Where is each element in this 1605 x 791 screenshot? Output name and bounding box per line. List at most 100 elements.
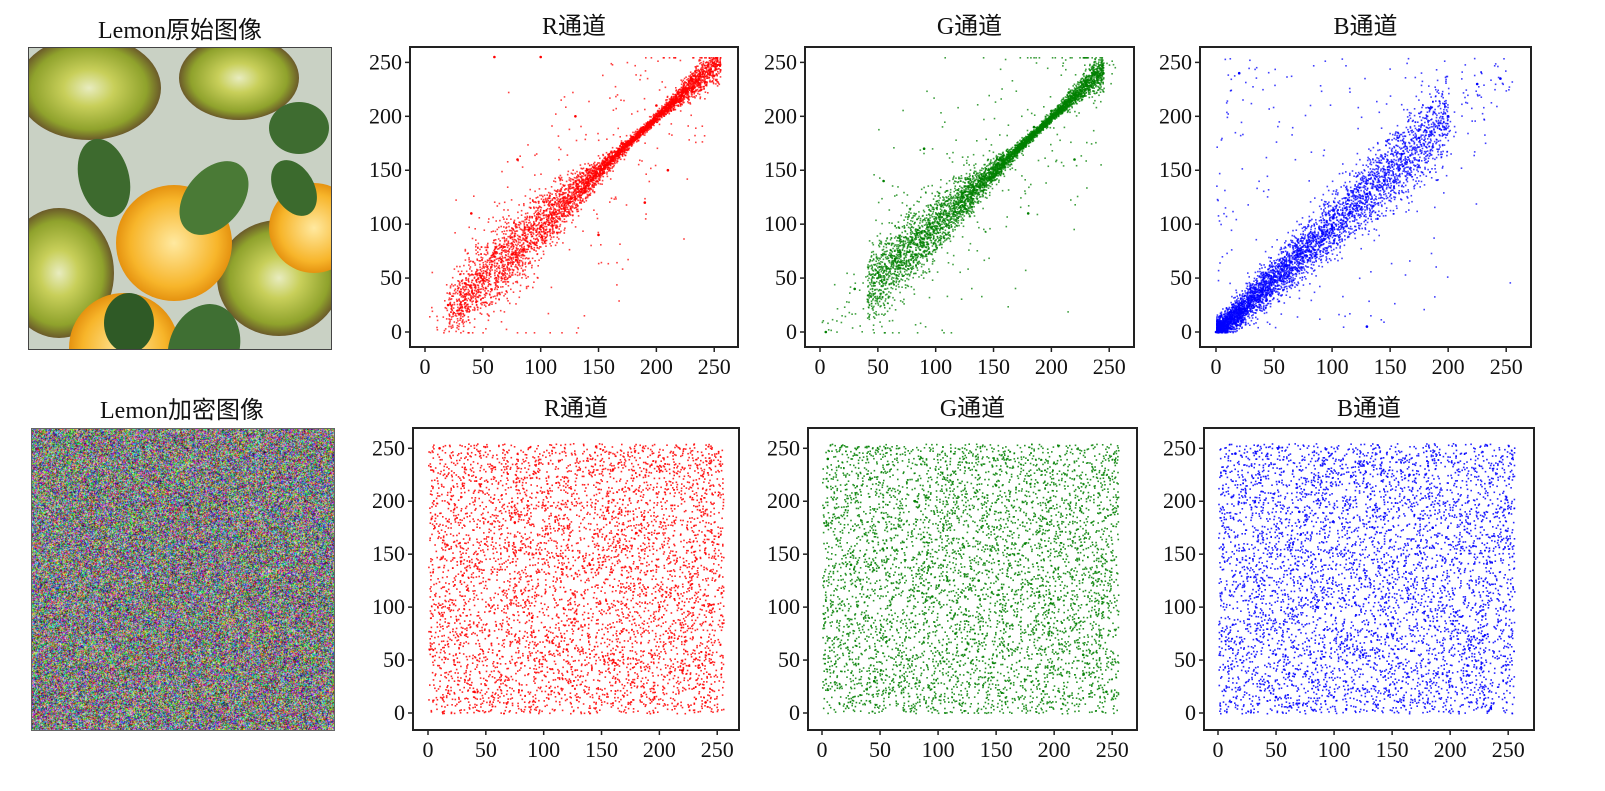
data-point <box>1084 82 1088 86</box>
data-point <box>1446 115 1450 118</box>
y-tick-label: 100 <box>764 211 797 236</box>
data-point <box>1466 664 1469 667</box>
fruit-photo-art <box>29 48 331 349</box>
x-tick-label: 0 <box>815 354 826 379</box>
data-point <box>551 203 554 206</box>
data-point <box>1261 293 1264 296</box>
data-point <box>539 225 542 228</box>
data-point <box>1431 526 1434 529</box>
chart-title: G通道 <box>937 13 1002 40</box>
y-tick-label: 250 <box>369 49 402 74</box>
data-point <box>1298 510 1301 514</box>
data-point <box>1400 152 1403 156</box>
x-tick-label: 50 <box>1263 354 1285 379</box>
data-point <box>510 253 514 256</box>
data-point <box>1015 149 1018 153</box>
x-tick-label: 250 <box>1492 737 1525 762</box>
data-point <box>461 574 465 577</box>
y-tick-label: 100 <box>1163 594 1196 619</box>
x-tick-label: 50 <box>475 737 497 762</box>
data-point <box>493 55 496 59</box>
data-point <box>597 233 600 237</box>
chart-title: R通道 <box>542 13 606 40</box>
chart-title: R通道 <box>544 395 608 422</box>
data-point <box>1315 605 1318 609</box>
data-point <box>689 77 693 80</box>
data-point <box>464 282 467 285</box>
y-tick-label: 200 <box>1159 103 1192 128</box>
data-point <box>998 158 1001 161</box>
data-point <box>1234 452 1237 455</box>
data-point <box>707 63 710 66</box>
data-point <box>1073 158 1076 161</box>
data-point <box>1257 584 1260 588</box>
data-point <box>1361 653 1365 657</box>
data-point <box>1278 276 1282 280</box>
x-tick-label: 0 <box>423 737 434 762</box>
data-point <box>946 214 949 217</box>
data-point <box>446 303 450 307</box>
x-tick-label: 200 <box>1432 354 1465 379</box>
data-point <box>1348 212 1351 215</box>
x-tick-label: 200 <box>640 354 673 379</box>
data-point <box>1499 77 1502 80</box>
y-tick-label: 100 <box>1159 211 1192 236</box>
y-tick-label: 150 <box>1163 541 1196 566</box>
x-tick-label: 50 <box>1265 737 1287 762</box>
x-tick-label: 250 <box>701 737 734 762</box>
data-point <box>611 468 615 471</box>
data-point <box>928 222 932 226</box>
data-point <box>893 257 897 261</box>
x-tick-label: 100 <box>527 737 560 762</box>
data-point <box>1365 192 1369 196</box>
data-point <box>637 134 641 137</box>
x-tick-label: 0 <box>1211 354 1222 379</box>
data-point <box>681 669 684 672</box>
y-tick-label: 150 <box>1159 157 1192 182</box>
y-tick-label: 0 <box>786 319 797 344</box>
scatter-points <box>1214 57 1514 334</box>
data-point <box>620 142 623 145</box>
x-tick-label: 150 <box>1374 354 1407 379</box>
data-point <box>565 648 569 651</box>
data-point <box>1454 611 1458 614</box>
x-tick-label: 200 <box>1434 737 1467 762</box>
data-point <box>1237 71 1241 75</box>
x-tick-label: 150 <box>1376 737 1409 762</box>
data-point <box>980 177 984 181</box>
data-point <box>493 255 496 258</box>
data-point <box>963 190 966 194</box>
data-point <box>1067 91 1070 94</box>
y-tick-label: 200 <box>1163 488 1196 513</box>
data-point <box>1330 225 1334 228</box>
data-point <box>1274 695 1278 699</box>
x-tick-label: 100 <box>524 354 557 379</box>
data-point <box>481 278 485 282</box>
data-point <box>658 605 661 609</box>
x-tick-label: 0 <box>420 354 431 379</box>
x-tick-label: 100 <box>1316 354 1349 379</box>
scatter-points <box>428 443 725 715</box>
data-point <box>634 531 638 535</box>
y-tick-label: 0 <box>1181 319 1192 344</box>
data-point <box>876 271 880 275</box>
data-point <box>516 158 519 161</box>
data-point <box>704 701 707 704</box>
data-point <box>1385 568 1388 572</box>
data-point <box>574 115 577 118</box>
data-point <box>539 55 542 59</box>
data-point <box>1475 82 1479 86</box>
y-tick-label: 150 <box>764 157 797 182</box>
encrypted-image-caption: Lemon加密图像 <box>30 390 334 425</box>
y-tick-label: 100 <box>369 211 402 236</box>
x-tick-label: 100 <box>919 354 952 379</box>
chart-title: B通道 <box>1333 13 1397 40</box>
y-tick-label: 200 <box>764 103 797 128</box>
y-tick-label: 250 <box>1163 435 1196 460</box>
data-point <box>1417 136 1421 140</box>
data-point <box>1489 706 1493 709</box>
y-tick-label: 50 <box>380 265 402 290</box>
